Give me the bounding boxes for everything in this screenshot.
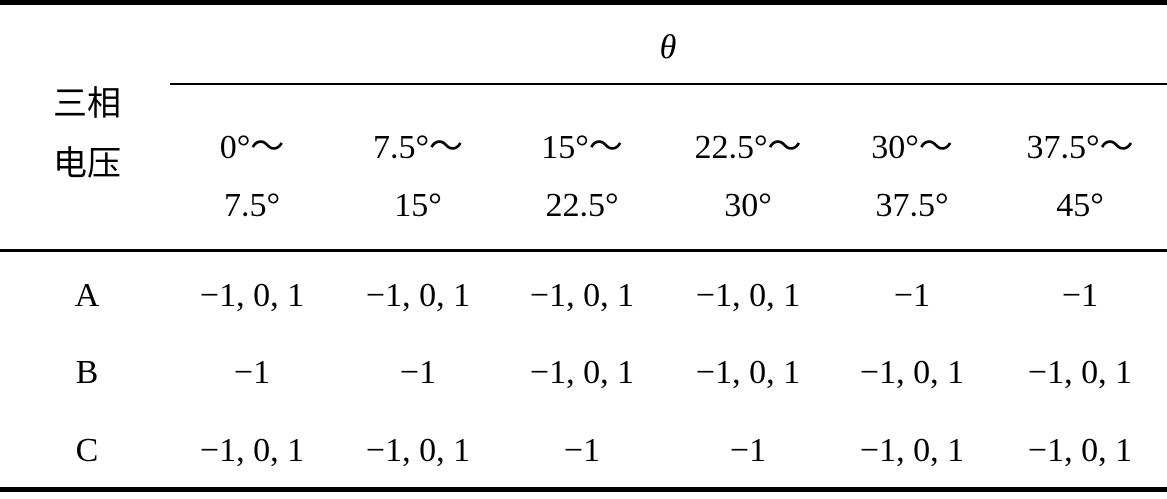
table-cell: −1, 0, 1 [1027, 432, 1133, 469]
row-header: 三相 [53, 86, 121, 123]
table-cell: −1, 0, 1 [365, 277, 471, 314]
table-cell: −1 [1061, 277, 1099, 314]
table-cell: −1, 0, 1 [529, 277, 635, 314]
table-cell: −1 [563, 432, 601, 469]
group-rule [170, 83, 1167, 85]
column-header: 15° [394, 187, 442, 224]
table-cell: −1, 0, 1 [529, 354, 635, 391]
table-cell: −1, 0, 1 [365, 432, 471, 469]
row-header: 电压 [53, 146, 121, 183]
row-label: A [74, 277, 100, 314]
table-cell: −1 [729, 432, 767, 469]
header-rule [0, 249, 1167, 252]
top-rule [0, 0, 1167, 5]
table-cell: −1, 0, 1 [695, 277, 801, 314]
column-header: 7.5°～ [372, 129, 464, 166]
table-cell: −1, 0, 1 [199, 277, 305, 314]
table-cell: −1, 0, 1 [199, 432, 305, 469]
table-cell: −1, 0, 1 [859, 432, 965, 469]
table-cell: −1 [233, 354, 271, 391]
column-header: 0°～ [219, 129, 285, 166]
row-label: B [75, 354, 99, 391]
row-label: C [75, 432, 99, 469]
group-header: θ [659, 29, 677, 66]
table-cell: −1, 0, 1 [695, 354, 801, 391]
column-header: 22.5°～ [694, 129, 802, 166]
column-header: 22.5° [545, 187, 619, 224]
bottom-rule [0, 487, 1167, 492]
column-header: 30°～ [871, 129, 953, 166]
column-header: 15°～ [541, 129, 623, 166]
table-cell: −1 [893, 277, 931, 314]
column-header: 45° [1056, 187, 1104, 224]
table-cell: −1 [399, 354, 437, 391]
table-cell: −1, 0, 1 [1027, 354, 1133, 391]
column-header: 37.5° [875, 187, 949, 224]
column-header: 30° [724, 187, 772, 224]
table-cell: −1, 0, 1 [859, 354, 965, 391]
column-header: 37.5°～ [1026, 129, 1134, 166]
column-header: 7.5° [223, 187, 281, 224]
